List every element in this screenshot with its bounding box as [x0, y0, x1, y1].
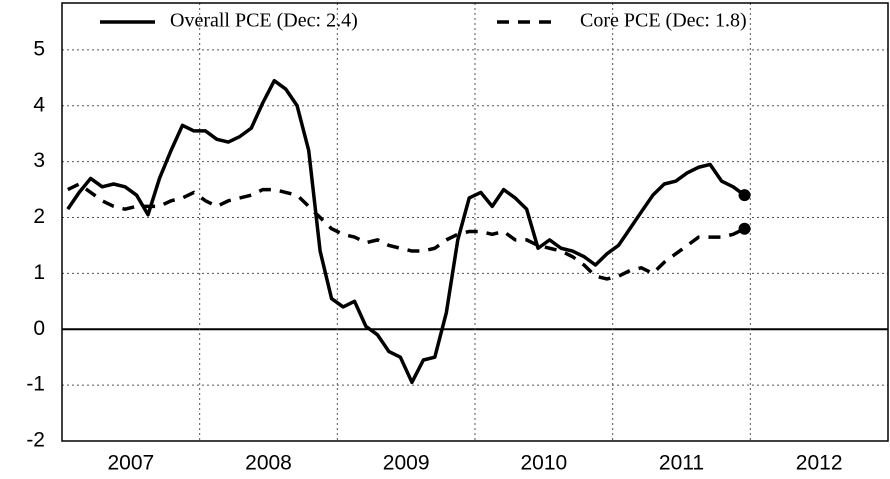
- x-tick-label: 2010: [520, 452, 567, 475]
- y-tick-label: 0: [33, 317, 45, 340]
- x-tick-label: 2012: [796, 452, 843, 475]
- y-tick-label: -2: [26, 429, 45, 452]
- y-tick-label: 4: [33, 93, 45, 116]
- y-tick-label: -1: [26, 373, 45, 396]
- x-tick-label: 2008: [245, 452, 292, 475]
- y-tick-label: 3: [33, 149, 45, 172]
- x-tick-label: 2007: [107, 452, 154, 475]
- series-line: [67, 182, 746, 281]
- last-point: [738, 189, 751, 202]
- y-tick-label: 5: [33, 37, 45, 60]
- y-tick-label: 2: [33, 205, 45, 228]
- last-point: [738, 222, 751, 235]
- legend-label: Core PCE (Dec: 1.8): [580, 10, 747, 32]
- plot-frame: [61, 2, 889, 442]
- legend-label: Overall PCE (Dec: 2.4): [170, 10, 358, 32]
- x-tick-label: 2009: [383, 452, 430, 475]
- series-line: [66, 78, 746, 385]
- y-tick-label: 1: [33, 261, 45, 284]
- x-tick-label: 2011: [659, 452, 704, 475]
